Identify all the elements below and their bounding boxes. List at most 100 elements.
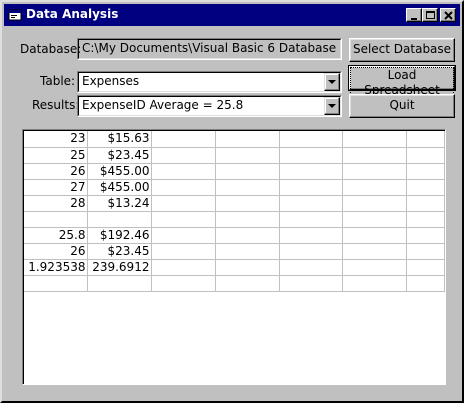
grid-cell[interactable]: 26: [24, 243, 89, 260]
grid-cell[interactable]: [406, 211, 445, 228]
grid-cell[interactable]: [406, 275, 445, 292]
grid-cell[interactable]: [342, 131, 408, 148]
grid-cell[interactable]: [279, 243, 344, 260]
grid-cell[interactable]: 28: [24, 195, 89, 212]
close-icon: [444, 11, 453, 20]
grid-cell[interactable]: [406, 227, 445, 244]
table-row[interactable]: 25.8 $192.46: [24, 227, 445, 244]
data-grid[interactable]: 23 $15.63 25 $23.45 26 $455.00 27 $455.00 28 $13.…: [22, 129, 446, 385]
grid-cell[interactable]: [151, 147, 217, 164]
table-row[interactable]: 26 $23.45: [24, 243, 445, 260]
grid-cell[interactable]: $192.46: [87, 227, 153, 244]
grid-cell[interactable]: [279, 211, 344, 228]
grid-cell[interactable]: [151, 211, 217, 228]
grid-cell[interactable]: [406, 163, 445, 180]
grid-cell[interactable]: [342, 179, 408, 196]
table-row[interactable]: 28 $13.24: [24, 195, 445, 212]
results-combo[interactable]: ExpenseID Average = 25.8: [77, 95, 342, 117]
grid-cell[interactable]: [215, 211, 280, 228]
minimize-button[interactable]: [406, 8, 422, 22]
chevron-down-icon: [328, 104, 336, 108]
grid-cell[interactable]: [215, 163, 280, 180]
grid-cell[interactable]: [342, 243, 408, 260]
grid-cell[interactable]: [406, 131, 445, 148]
results-dropdown-button[interactable]: [324, 97, 340, 115]
select-database-button[interactable]: Select Database: [349, 38, 455, 62]
grid-cell[interactable]: [151, 243, 217, 260]
minimize-icon: [411, 18, 417, 20]
grid-cell[interactable]: [406, 179, 445, 196]
grid-cell[interactable]: [279, 163, 344, 180]
grid-cell[interactable]: [342, 227, 408, 244]
grid-cell[interactable]: [279, 227, 344, 244]
spreadsheet-table[interactable]: 23 $15.63 25 $23.45 26 $455.00 27 $455.00 28 $13.…: [24, 131, 445, 292]
grid-cell[interactable]: [24, 275, 89, 292]
table-row[interactable]: [24, 211, 445, 228]
grid-cell[interactable]: [406, 243, 445, 260]
grid-cell[interactable]: [151, 227, 217, 244]
grid-cell[interactable]: [342, 163, 408, 180]
grid-cell[interactable]: $13.24: [87, 195, 153, 212]
table-dropdown-button[interactable]: [324, 73, 340, 91]
form-icon[interactable]: [8, 8, 22, 22]
grid-cell[interactable]: [87, 275, 153, 292]
load-spreadsheet-button[interactable]: Load Spreadsheet: [348, 65, 456, 99]
results-value: ExpenseID Average = 25.8: [82, 98, 244, 112]
grid-cell[interactable]: [215, 179, 280, 196]
grid-cell[interactable]: [279, 147, 344, 164]
grid-cell[interactable]: [151, 259, 217, 276]
grid-cell[interactable]: [215, 275, 280, 292]
grid-cell[interactable]: $23.45: [87, 243, 153, 260]
grid-cell[interactable]: [215, 259, 280, 276]
quit-button[interactable]: Quit: [349, 94, 455, 118]
grid-cell[interactable]: [342, 259, 408, 276]
grid-cell[interactable]: [406, 259, 445, 276]
grid-cell[interactable]: [279, 131, 344, 148]
grid-cell[interactable]: [279, 179, 344, 196]
grid-cell[interactable]: $23.45: [87, 147, 153, 164]
grid-cell[interactable]: 26: [24, 163, 89, 180]
table-row[interactable]: 26 $455.00: [24, 163, 445, 180]
grid-cell[interactable]: [342, 275, 408, 292]
grid-cell[interactable]: [215, 227, 280, 244]
table-row[interactable]: [24, 275, 445, 292]
grid-cell[interactable]: [215, 243, 280, 260]
table-row[interactable]: 27 $455.00: [24, 179, 445, 196]
grid-cell[interactable]: 23: [24, 131, 89, 148]
select-database-label: Select Database: [352, 42, 452, 56]
table-row[interactable]: 1.923538 239.6912: [24, 259, 445, 276]
grid-cell[interactable]: [342, 211, 408, 228]
table-combo[interactable]: Expenses: [77, 71, 342, 93]
grid-cell[interactable]: 27: [24, 179, 89, 196]
grid-cell[interactable]: 1.923538: [24, 259, 89, 276]
grid-cell[interactable]: 239.6912: [87, 259, 153, 276]
grid-cell[interactable]: 25.8: [24, 227, 89, 244]
grid-cell[interactable]: [151, 163, 217, 180]
maximize-button[interactable]: [422, 8, 438, 22]
close-button[interactable]: [440, 8, 456, 22]
database-field[interactable]: C:\My Documents\Visual Basic 6 Database …: [77, 38, 342, 60]
grid-cell[interactable]: [24, 211, 89, 228]
table-row[interactable]: 23 $15.63: [24, 131, 445, 148]
grid-cell[interactable]: [279, 259, 344, 276]
table-row[interactable]: 25 $23.45: [24, 147, 445, 164]
grid-cell[interactable]: [279, 275, 344, 292]
grid-cell[interactable]: [215, 131, 280, 148]
title-bar[interactable]: Data Analysis: [4, 4, 460, 26]
grid-cell[interactable]: [151, 195, 217, 212]
grid-cell[interactable]: [151, 275, 217, 292]
grid-cell[interactable]: [151, 179, 217, 196]
grid-cell[interactable]: [342, 147, 408, 164]
grid-cell[interactable]: $15.63: [87, 131, 153, 148]
grid-cell[interactable]: [151, 131, 217, 148]
grid-cell[interactable]: [215, 147, 280, 164]
grid-cell[interactable]: $455.00: [87, 163, 153, 180]
grid-cell[interactable]: $455.00: [87, 179, 153, 196]
grid-cell[interactable]: [406, 147, 445, 164]
grid-cell[interactable]: [87, 211, 153, 228]
grid-cell[interactable]: [406, 195, 445, 212]
grid-cell[interactable]: [215, 195, 280, 212]
grid-cell[interactable]: [342, 195, 408, 212]
grid-cell[interactable]: 25: [24, 147, 89, 164]
grid-cell[interactable]: [279, 195, 344, 212]
